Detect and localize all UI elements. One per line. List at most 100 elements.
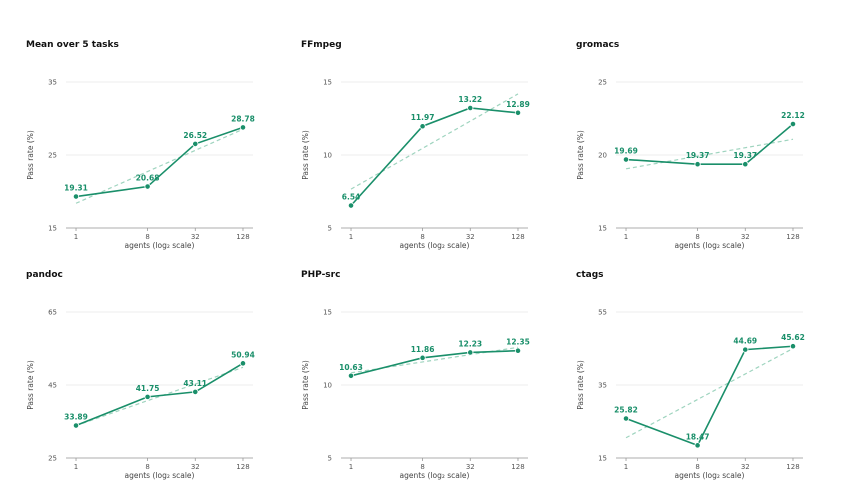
x-tick-label: 32 <box>191 233 200 241</box>
data-label: 19.69 <box>614 147 638 156</box>
y-tick-label: 10 <box>323 382 332 390</box>
series-line <box>625 123 794 165</box>
y-tick-label: 15 <box>48 225 57 233</box>
data-point <box>467 104 474 112</box>
panel-php-src: PHP-src 5 10 15 1 8 32 128 agents (log₂ scale) P… <box>301 270 571 500</box>
data-point <box>192 140 199 148</box>
data-label: 20.68 <box>136 174 160 183</box>
data-point <box>467 349 474 356</box>
y-tick-label: 20 <box>598 152 607 160</box>
y-tick-label: 15 <box>323 79 332 87</box>
x-tick-label: 1 <box>624 233 628 241</box>
y-axis-label: Pass rate (%) <box>301 130 310 180</box>
data-point <box>347 202 355 209</box>
x-axis-label: agents (log₂ scale) <box>125 471 195 480</box>
panel-title: PHP-src <box>301 270 341 280</box>
data-point <box>72 193 80 200</box>
panel-title: ctags <box>576 270 604 280</box>
y-axis-label: Pass rate (%) <box>26 130 35 180</box>
data-point <box>622 415 630 422</box>
y-tick-label: 5 <box>328 225 332 233</box>
x-tick-label: 32 <box>466 463 475 471</box>
data-label: 11.86 <box>411 345 435 354</box>
data-point <box>789 343 797 350</box>
x-tick-label: 32 <box>191 463 200 471</box>
data-point <box>347 372 355 379</box>
series-line <box>75 126 244 198</box>
data-point <box>72 422 80 429</box>
x-tick-label: 8 <box>145 233 149 241</box>
x-tick-label: 32 <box>741 463 750 471</box>
data-label: 44.69 <box>733 337 757 346</box>
data-label: 10.63 <box>339 363 363 372</box>
data-point <box>419 354 426 361</box>
x-tick-label: 32 <box>741 233 750 241</box>
y-tick-label: 65 <box>48 309 57 317</box>
y-tick-label: 25 <box>48 455 57 463</box>
data-label: 45.62 <box>781 333 805 342</box>
trend-line <box>75 366 244 427</box>
x-tick-label: 8 <box>420 233 424 241</box>
data-label: 12.35 <box>506 338 530 347</box>
x-axis-label: agents (log₂ scale) <box>400 241 470 250</box>
data-label: 6.54 <box>342 193 361 202</box>
y-tick-label: 55 <box>598 309 607 317</box>
data-label: 28.78 <box>231 114 255 123</box>
x-tick-label: 8 <box>695 233 699 241</box>
panel-ffmpeg: FFmpeg 5 10 15 1 8 32 128 agents (log₂ scale) Pa… <box>301 40 571 270</box>
y-axis-label: Pass rate (%) <box>301 360 310 410</box>
data-label: 19.31 <box>64 184 88 193</box>
data-label: 13.22 <box>458 95 482 104</box>
x-tick-label: 1 <box>74 463 78 471</box>
line-chart: 15 20 25 1 8 32 128 agents (log₂ scale) Pass rat… <box>576 79 805 251</box>
panel-title: pandoc <box>26 270 63 280</box>
y-axis-label: Pass rate (%) <box>26 360 35 410</box>
series-line <box>350 349 519 377</box>
data-point <box>694 161 701 168</box>
panel-title: FFmpeg <box>301 40 342 50</box>
line-chart: 5 10 15 1 8 32 128 agents (log₂ scale) Pass rate… <box>301 309 530 481</box>
series-line <box>75 362 244 427</box>
y-tick-label: 15 <box>323 309 332 317</box>
trend-line <box>75 128 244 204</box>
panel-ctags: ctags 15 35 55 1 8 32 128 agents (log₂ scale) Pa… <box>576 270 841 500</box>
data-label: 43.11 <box>183 379 207 388</box>
y-axis-label: Pass rate (%) <box>576 360 585 410</box>
x-tick-label: 128 <box>786 233 799 241</box>
x-axis-label: agents (log₂ scale) <box>675 241 745 250</box>
x-tick-label: 1 <box>624 463 628 471</box>
data-label: 25.82 <box>614 406 638 415</box>
data-point <box>144 393 151 400</box>
x-tick-label: 1 <box>349 233 353 241</box>
x-tick-label: 128 <box>786 463 799 471</box>
line-chart: 15 35 55 1 8 32 128 agents (log₂ scale) Pass rat… <box>576 309 805 481</box>
line-chart: 5 10 15 1 8 32 128 agents (log₂ scale) Pass rate… <box>301 79 530 251</box>
series-line <box>350 107 519 207</box>
data-label: 12.89 <box>506 100 530 109</box>
data-label: 19.37 <box>686 151 710 160</box>
panel-mean: Mean over 5 tasks 15 25 35 1 8 32 128 agents (l… <box>26 40 296 270</box>
x-tick-label: 128 <box>511 233 524 241</box>
panel-pandoc: pandoc 25 45 65 1 8 32 128 agents (log₂ scale) P… <box>26 270 296 500</box>
trend-line <box>350 93 519 190</box>
panel-title: gromacs <box>576 40 620 50</box>
data-point <box>144 183 151 190</box>
line-chart: 25 45 65 1 8 32 128 agents (log₂ scale) Pass rat… <box>26 309 255 481</box>
x-tick-label: 128 <box>511 463 524 471</box>
data-label: 11.97 <box>411 113 435 122</box>
data-label: 41.75 <box>136 384 160 393</box>
data-label: 33.89 <box>64 413 88 422</box>
y-axis-label: Pass rate (%) <box>576 130 585 180</box>
data-label: 22.12 <box>781 111 805 120</box>
series-line <box>625 345 794 447</box>
y-tick-label: 15 <box>598 225 607 233</box>
x-tick-label: 1 <box>74 233 78 241</box>
y-tick-label: 15 <box>598 455 607 463</box>
x-tick-label: 8 <box>695 463 699 471</box>
trend-line <box>625 347 794 439</box>
y-tick-label: 25 <box>48 152 57 160</box>
data-point <box>419 123 426 130</box>
data-point <box>192 388 199 395</box>
data-label: 50.94 <box>231 350 255 359</box>
x-tick-label: 8 <box>420 463 424 471</box>
